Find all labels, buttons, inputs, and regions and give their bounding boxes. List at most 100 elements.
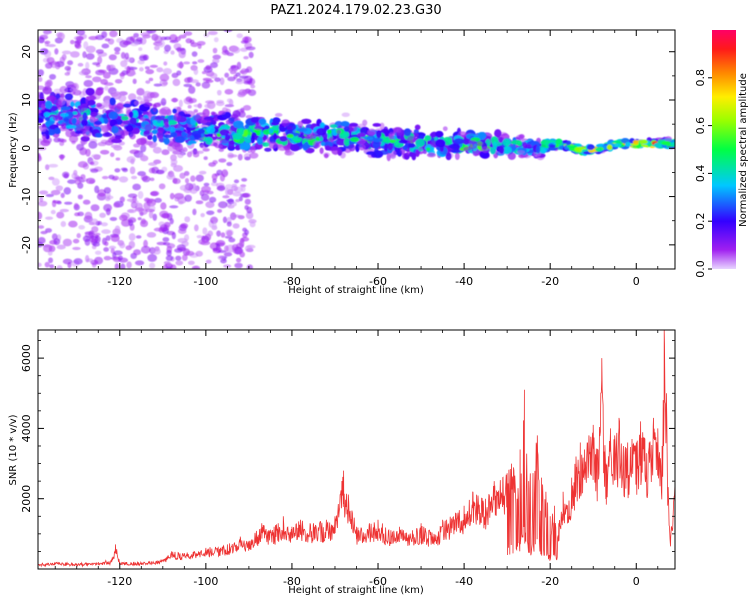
spectrogram-cell bbox=[161, 149, 170, 156]
spectrogram-cell bbox=[195, 200, 204, 205]
spectrogram-cell bbox=[74, 212, 81, 217]
spectrogram-cell bbox=[207, 230, 214, 237]
spectrogram-cell bbox=[129, 72, 137, 76]
spectrogram-cell bbox=[140, 248, 147, 253]
spectrogram-cell bbox=[245, 46, 256, 51]
spectrogram-cell bbox=[426, 147, 431, 152]
spectrogram-cell bbox=[119, 242, 126, 249]
spectrogram-cell bbox=[498, 146, 505, 154]
spectrogram-cell bbox=[194, 224, 199, 232]
spectrogram-cell bbox=[74, 122, 82, 132]
spectrogram-cell bbox=[258, 118, 267, 125]
spectrogram-cell bbox=[85, 61, 90, 70]
spectrogram-cell bbox=[39, 196, 44, 203]
spectrogram-cell bbox=[232, 191, 242, 197]
colorbar-ticks: 0.0 0.2 0.4 0.6 0.8 bbox=[694, 69, 712, 278]
spectrogram-cell bbox=[105, 197, 111, 202]
spectrogram-cell bbox=[169, 205, 179, 209]
spectrogram-cell bbox=[205, 79, 214, 83]
spectrogram-cell bbox=[127, 209, 134, 213]
spectrogram-cell bbox=[343, 126, 350, 133]
spectrogram-cell bbox=[88, 35, 99, 41]
spectrogram-cell bbox=[38, 69, 45, 77]
spectrogram-cell bbox=[61, 50, 72, 55]
spectrogram-cell bbox=[240, 185, 246, 192]
spectrogram-cell bbox=[94, 120, 103, 125]
spectrogram-cell bbox=[140, 116, 146, 122]
spectrogram-cell bbox=[45, 193, 54, 198]
spectrogram-cell bbox=[183, 31, 193, 36]
spectrogram-cell bbox=[153, 83, 163, 87]
spectrogram-cell bbox=[78, 225, 86, 230]
spectrogram-cell bbox=[74, 40, 81, 48]
spectrogram-cell bbox=[226, 162, 233, 167]
spectrogram-cell bbox=[170, 158, 178, 166]
spectrogram-cell bbox=[140, 144, 147, 153]
spectrogram-cell bbox=[245, 211, 254, 220]
spectrogram-cell bbox=[233, 179, 240, 184]
spectrogram-cell bbox=[131, 110, 139, 119]
spectrogram-cell bbox=[152, 248, 161, 255]
spectrogram-cell bbox=[163, 137, 170, 145]
spectrogram-cell bbox=[236, 257, 242, 263]
spectrogram-cell bbox=[124, 52, 130, 60]
spectrogram-cell bbox=[296, 127, 308, 132]
spectrogram-cell bbox=[46, 57, 55, 64]
spectrogram-y-axis-title: Frequency (Hz) bbox=[8, 112, 19, 188]
spectrogram-cell bbox=[149, 177, 155, 182]
spectrogram-cell bbox=[136, 96, 142, 101]
spectrogram-cell bbox=[549, 144, 556, 148]
spectrogram-cell bbox=[69, 87, 78, 92]
spectrogram-cell bbox=[104, 241, 109, 247]
spectrogram-cell bbox=[362, 119, 368, 126]
spectrogram-cell bbox=[356, 132, 366, 138]
spectrogram-cell bbox=[246, 264, 253, 269]
spectrogram-cell bbox=[209, 196, 217, 203]
snr-x-tick-label: -100 bbox=[193, 575, 218, 588]
spectrogram-cell bbox=[148, 77, 154, 82]
spectrogram-cell bbox=[75, 176, 84, 180]
spectrogram-cell bbox=[109, 30, 118, 38]
spectrogram-cell bbox=[52, 114, 62, 122]
spectrogram-cell bbox=[227, 204, 235, 209]
spectrogram-cell bbox=[103, 187, 112, 194]
spectrogram-cell bbox=[103, 247, 110, 252]
spectrogram-cell bbox=[130, 117, 137, 125]
snr-x-tick-label: -80 bbox=[283, 575, 301, 588]
spectrogram-cell bbox=[122, 103, 132, 108]
spectrogram-cell bbox=[93, 232, 101, 236]
spectrogram-cell bbox=[222, 195, 230, 199]
spectrogram-cell bbox=[286, 126, 293, 131]
spectrogram-cell bbox=[120, 60, 128, 68]
spectrogram-cell bbox=[50, 97, 60, 105]
spectrogram-cell bbox=[70, 51, 80, 58]
spectrogram-cell bbox=[169, 192, 175, 200]
spectrogram-cell bbox=[162, 68, 172, 75]
spectrogram-cell bbox=[70, 101, 75, 107]
spectrogram-cell bbox=[103, 82, 114, 86]
spectrogram-cell bbox=[218, 158, 227, 163]
spectrogram-cell bbox=[42, 244, 52, 248]
spectrogram-cell bbox=[188, 85, 196, 94]
spectrogram-cell bbox=[103, 118, 109, 124]
spectrogram-cell bbox=[166, 173, 176, 180]
snr-y-tick-label: 4000 bbox=[20, 414, 33, 442]
spectrogram-cell bbox=[250, 117, 259, 123]
spectrogram-cell bbox=[118, 214, 128, 221]
spectrogram-cell bbox=[162, 237, 170, 242]
spectrogram-cell bbox=[154, 116, 165, 121]
spectrogram-cell bbox=[129, 133, 136, 140]
spectrogram-y-tick-label: 0 bbox=[20, 145, 33, 152]
spectrogram-cell bbox=[60, 220, 67, 227]
snr-x-tick-label: -20 bbox=[541, 575, 559, 588]
spectrogram-cell bbox=[232, 214, 241, 218]
spectrogram-cell bbox=[39, 190, 49, 195]
spectrogram-cell bbox=[85, 75, 92, 79]
spectrogram-cell bbox=[201, 81, 211, 89]
spectrogram-cell bbox=[39, 92, 44, 101]
spectrogram-cell bbox=[69, 134, 79, 143]
spectrogram-cell bbox=[197, 59, 205, 63]
spectrogram-cell bbox=[233, 120, 244, 129]
snr-y-tick-label: 6000 bbox=[20, 344, 33, 372]
spectrogram-cell bbox=[193, 115, 203, 122]
